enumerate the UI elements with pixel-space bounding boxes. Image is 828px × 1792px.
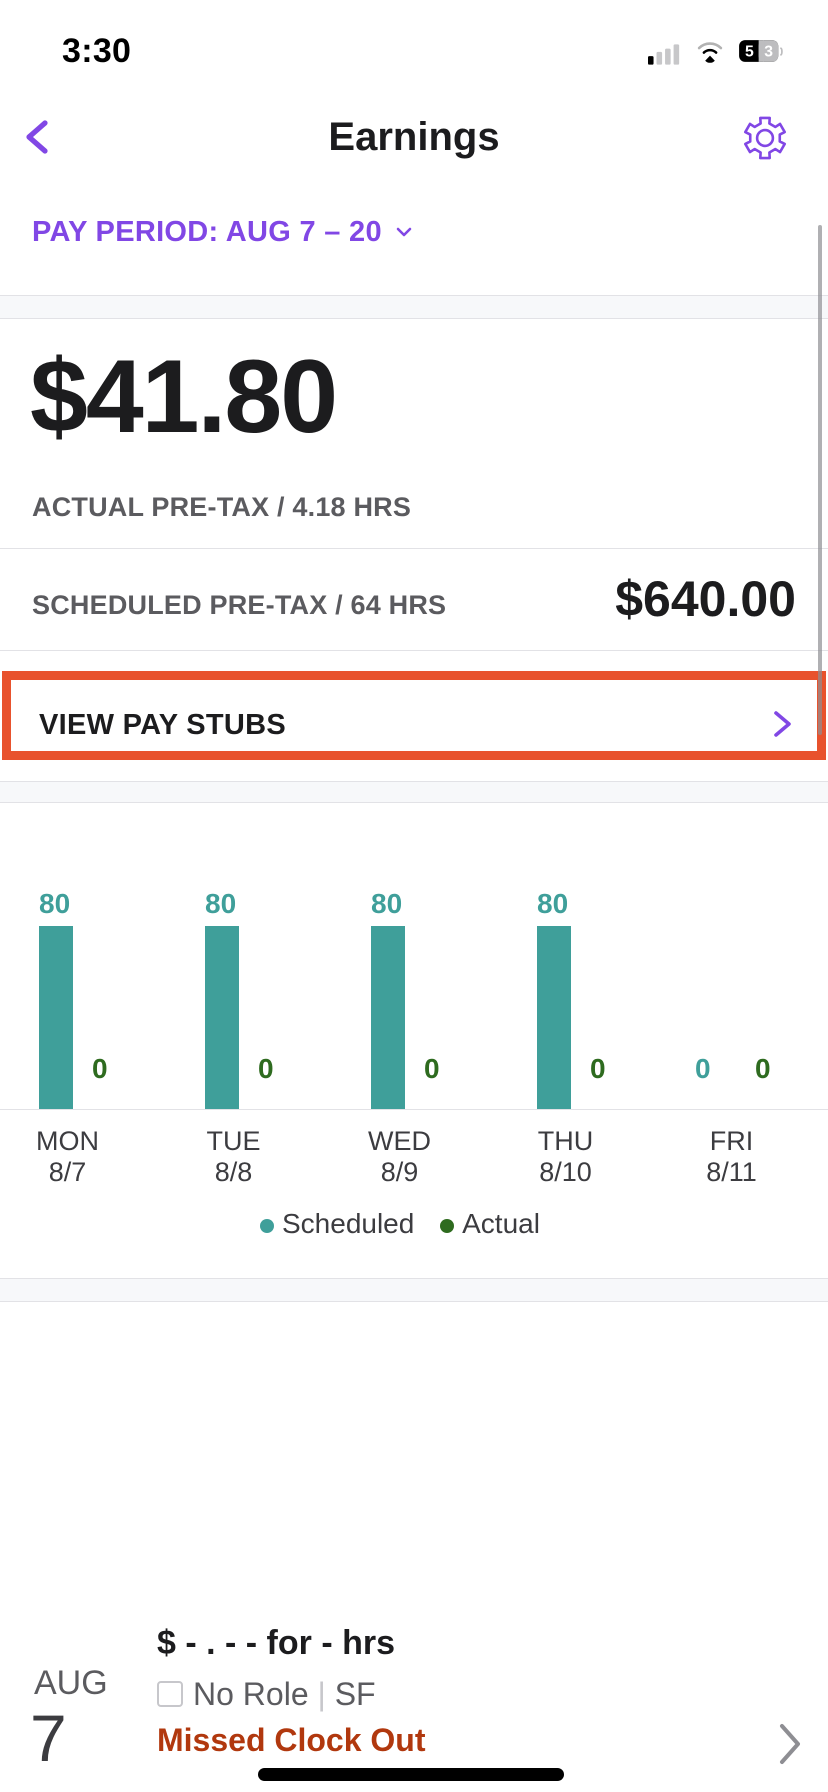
- svg-text:3: 3: [764, 43, 773, 60]
- svg-text:5: 5: [745, 43, 754, 60]
